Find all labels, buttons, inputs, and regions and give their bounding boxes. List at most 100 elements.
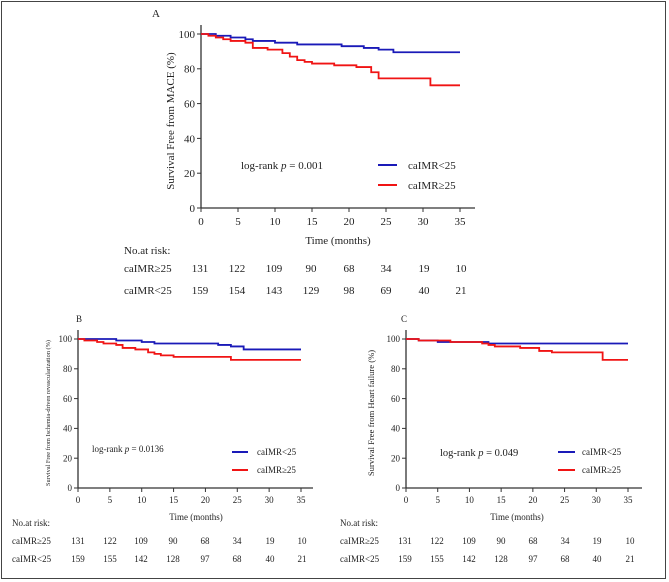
risk-count: 98 bbox=[344, 285, 356, 297]
km-panel-a: A 0 20 40 60 80 100 0 5 10 15 20 25 30 35 Survival Free… bbox=[124, 8, 475, 297]
risk-count: 109 bbox=[462, 536, 476, 546]
y-tick-label: 100 bbox=[387, 334, 401, 344]
legend-label: caIMR≥25 bbox=[257, 465, 296, 475]
x-tick-label: 30 bbox=[265, 495, 275, 505]
risk-count: 68 bbox=[233, 554, 243, 564]
y-tick-label: 0 bbox=[396, 483, 401, 493]
x-tick-label: 5 bbox=[235, 216, 241, 228]
x-tick-label: 25 bbox=[560, 495, 570, 505]
y-tick-label: 80 bbox=[184, 64, 196, 76]
risk-count: 109 bbox=[134, 536, 148, 546]
x-tick-label: 35 bbox=[624, 495, 634, 505]
risk-count: 40 bbox=[419, 285, 431, 297]
x-tick-label: 0 bbox=[76, 495, 81, 505]
risk-count: 159 bbox=[398, 554, 412, 564]
x-tick-label: 25 bbox=[233, 495, 243, 505]
risk-count: 159 bbox=[71, 554, 85, 564]
y-tick-label: 0 bbox=[190, 203, 196, 215]
risk-count: 21 bbox=[298, 554, 307, 564]
survival-curve-high bbox=[406, 338, 628, 361]
risk-count: 97 bbox=[201, 554, 211, 564]
risk-count: 69 bbox=[381, 285, 393, 297]
p-value: = 0.049 bbox=[483, 448, 518, 459]
y-tick-label: 40 bbox=[391, 424, 401, 434]
risk-row-label: caIMR<25 bbox=[124, 285, 172, 297]
risk-count: 129 bbox=[303, 285, 320, 297]
risk-count: 154 bbox=[229, 285, 246, 297]
legend-label: caIMR<25 bbox=[582, 447, 622, 457]
risk-count: 10 bbox=[456, 263, 468, 275]
risk-count: 97 bbox=[529, 554, 539, 564]
risk-count: 131 bbox=[192, 263, 209, 275]
risk-count: 122 bbox=[229, 263, 246, 275]
x-tick-label: 25 bbox=[381, 216, 393, 228]
risk-row-label: caIMR<25 bbox=[340, 554, 380, 564]
km-panel-b: B 0 20 40 60 80 100 0 5 10 15 20 25 30 35 Survival Free… bbox=[12, 314, 313, 564]
logrank-prefix: log-rank bbox=[440, 448, 478, 459]
risk-count: 143 bbox=[266, 285, 283, 297]
risk-count: 10 bbox=[298, 536, 308, 546]
y-tick-label: 100 bbox=[59, 334, 73, 344]
x-tick-label: 30 bbox=[418, 216, 430, 228]
x-tick-label: 15 bbox=[497, 495, 507, 505]
x-tick-label: 30 bbox=[592, 495, 602, 505]
legend-label: caIMR≥25 bbox=[408, 180, 456, 192]
survival-curve-high bbox=[78, 338, 301, 361]
p-symbol: p bbox=[280, 160, 287, 172]
risk-count: 109 bbox=[266, 263, 283, 275]
x-tick-label: 35 bbox=[297, 495, 307, 505]
panel-label: A bbox=[152, 8, 160, 20]
x-axis-label: Time (months) bbox=[169, 512, 222, 522]
risk-row-label: caIMR≥25 bbox=[12, 536, 51, 546]
survival-curve-low bbox=[201, 33, 460, 54]
x-tick-label: 10 bbox=[137, 495, 147, 505]
y-tick-label: 60 bbox=[391, 394, 401, 404]
risk-table-title: No.at risk: bbox=[12, 518, 50, 528]
y-tick-label: 20 bbox=[391, 453, 401, 463]
panel-label: C bbox=[401, 314, 407, 324]
risk-count: 131 bbox=[398, 536, 412, 546]
risk-count: 90 bbox=[306, 263, 318, 275]
legend-label: caIMR≥25 bbox=[582, 465, 621, 475]
risk-count: 19 bbox=[266, 536, 276, 546]
y-tick-label: 60 bbox=[63, 394, 73, 404]
p-symbol: p bbox=[477, 448, 483, 459]
risk-count: 90 bbox=[497, 536, 507, 546]
y-tick-label: 40 bbox=[63, 424, 73, 434]
logrank-annotation: log-rank p = 0.049 bbox=[440, 448, 518, 459]
x-tick-label: 0 bbox=[198, 216, 204, 228]
y-tick-label: 60 bbox=[184, 98, 196, 110]
legend-label: caIMR<25 bbox=[257, 447, 297, 457]
risk-count: 142 bbox=[462, 554, 476, 564]
y-tick-label: 20 bbox=[184, 168, 196, 180]
p-symbol: p bbox=[124, 444, 130, 454]
x-tick-label: 35 bbox=[455, 216, 467, 228]
x-axis-label: Time (months) bbox=[305, 235, 371, 247]
risk-count: 34 bbox=[381, 263, 393, 275]
logrank-annotation: log-rank p = 0.001 bbox=[241, 160, 323, 172]
logrank-prefix: log-rank bbox=[241, 160, 281, 172]
risk-count: 68 bbox=[344, 263, 356, 275]
risk-table-title: No.at risk: bbox=[340, 518, 378, 528]
risk-count: 155 bbox=[103, 554, 117, 564]
risk-count: 19 bbox=[419, 263, 431, 275]
risk-count: 122 bbox=[430, 536, 444, 546]
y-tick-label: 0 bbox=[68, 483, 73, 493]
risk-count: 21 bbox=[626, 554, 635, 564]
risk-row-label: caIMR≥25 bbox=[340, 536, 379, 546]
x-tick-label: 10 bbox=[270, 216, 282, 228]
risk-count: 128 bbox=[494, 554, 508, 564]
risk-count: 34 bbox=[561, 536, 571, 546]
y-axis-label: Survival Free from Ischemia-driven revas… bbox=[45, 340, 52, 486]
x-tick-label: 5 bbox=[435, 495, 440, 505]
risk-count: 90 bbox=[169, 536, 179, 546]
risk-row-label: caIMR<25 bbox=[12, 554, 52, 564]
risk-count: 68 bbox=[529, 536, 539, 546]
risk-count: 131 bbox=[71, 536, 85, 546]
survival-curve-low bbox=[78, 338, 301, 351]
y-tick-label: 40 bbox=[184, 133, 196, 145]
risk-count: 40 bbox=[266, 554, 276, 564]
x-tick-label: 20 bbox=[528, 495, 538, 505]
p-value: = 0.001 bbox=[287, 160, 323, 172]
